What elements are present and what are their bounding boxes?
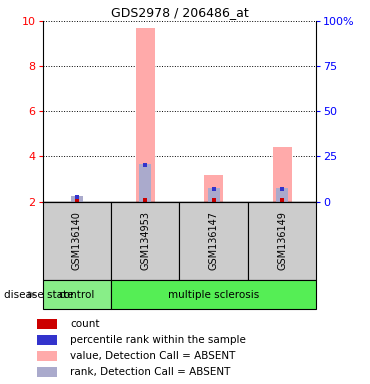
Text: disease state: disease state	[4, 290, 73, 300]
Bar	[139, 164, 151, 202]
Text: count: count	[70, 319, 100, 329]
Text: GSM136147: GSM136147	[209, 212, 219, 270]
Bar	[208, 188, 220, 202]
Bar	[136, 28, 155, 202]
Text: value, Detection Call = ABSENT: value, Detection Call = ABSENT	[70, 351, 236, 361]
Text: percentile rank within the sample: percentile rank within the sample	[70, 335, 246, 345]
Bar	[37, 319, 57, 329]
Text: GSM136149: GSM136149	[277, 212, 287, 270]
Bar	[43, 202, 111, 280]
Text: multiple sclerosis: multiple sclerosis	[168, 290, 259, 300]
Bar	[37, 367, 57, 377]
Bar	[37, 335, 57, 345]
Bar	[37, 351, 57, 361]
Title: GDS2978 / 206486_at: GDS2978 / 206486_at	[111, 5, 248, 18]
Bar	[179, 202, 248, 280]
Bar	[43, 280, 111, 309]
Text: rank, Detection Call = ABSENT: rank, Detection Call = ABSENT	[70, 367, 231, 377]
Text: GSM134953: GSM134953	[140, 212, 150, 270]
Bar	[273, 147, 292, 202]
Bar	[111, 280, 316, 309]
Bar	[204, 175, 223, 202]
Bar	[276, 188, 288, 202]
Bar	[111, 202, 179, 280]
Text: GSM136140: GSM136140	[72, 212, 82, 270]
Text: control: control	[58, 290, 95, 300]
Bar	[71, 196, 83, 202]
Bar	[248, 202, 316, 280]
